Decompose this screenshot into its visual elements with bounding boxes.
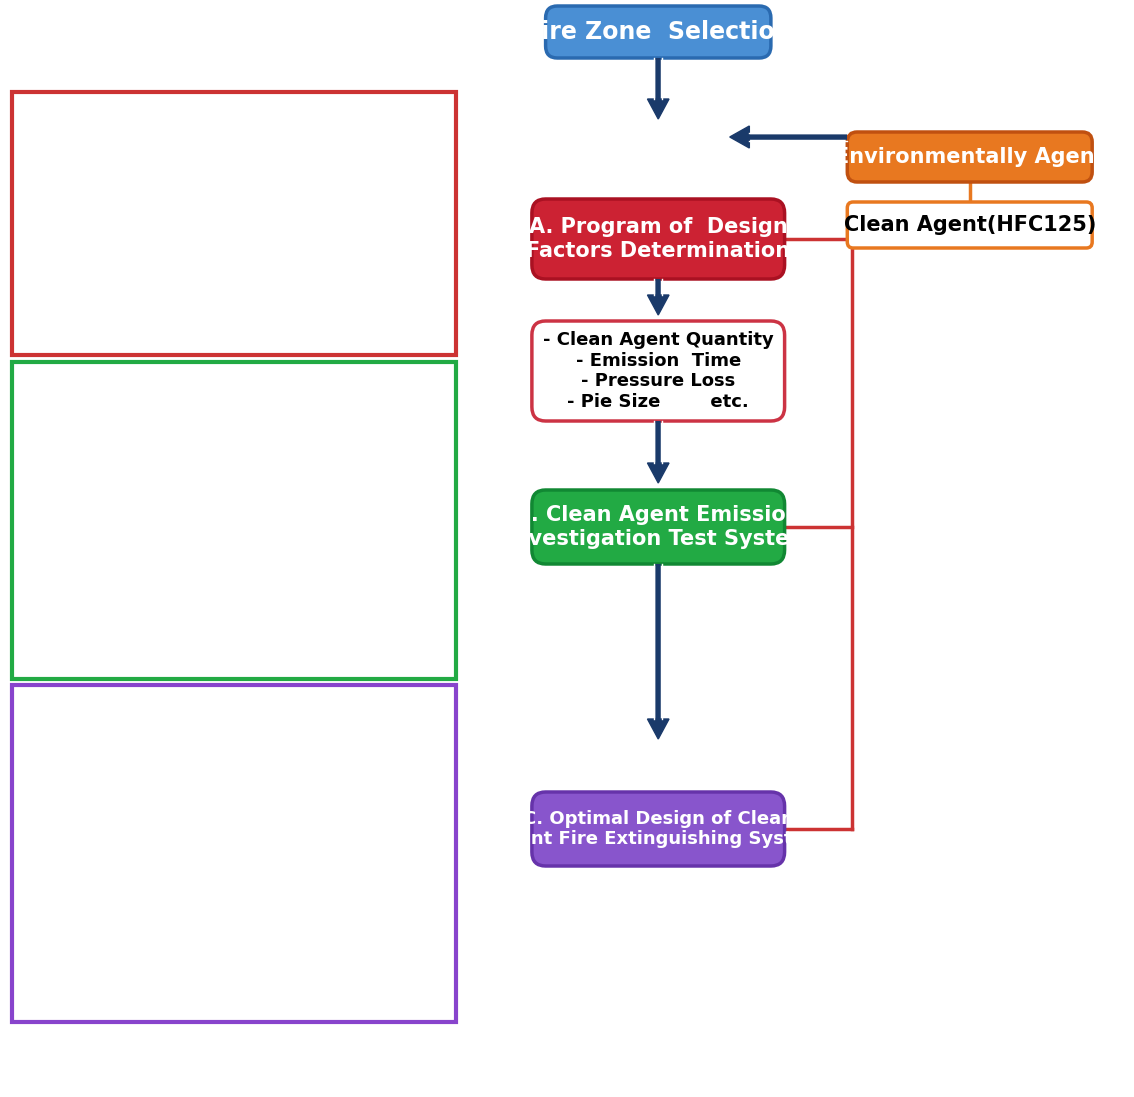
FancyBboxPatch shape [532, 792, 785, 866]
Text: C. Optimal Design of Clean
Agent Fire Extinguishing System: C. Optimal Design of Clean Agent Fire Ex… [492, 810, 824, 848]
Polygon shape [648, 463, 669, 483]
FancyBboxPatch shape [847, 132, 1092, 182]
Polygon shape [648, 99, 669, 118]
Polygon shape [648, 295, 669, 315]
Text: A. Program of  Design
Factors Determination: A. Program of Design Factors Determinati… [526, 217, 790, 261]
FancyBboxPatch shape [545, 5, 771, 58]
Polygon shape [648, 719, 669, 739]
Bar [11, 92, 457, 355]
Text: Environmentally Agent: Environmentally Agent [835, 147, 1105, 167]
FancyBboxPatch shape [847, 202, 1092, 248]
Text: Fire Zone  Selection: Fire Zone Selection [525, 20, 792, 44]
FancyBboxPatch shape [532, 199, 785, 279]
Text: Clean Agent(HFC125): Clean Agent(HFC125) [844, 215, 1095, 235]
Text: - Clean Agent Quantity
- Emission  Time
- Pressure Loss
- Pie Size        etc.: - Clean Agent Quantity - Emission Time -… [543, 331, 773, 411]
FancyBboxPatch shape [532, 321, 785, 421]
FancyBboxPatch shape [532, 490, 785, 564]
Bar [11, 362, 457, 679]
Bar [11, 685, 457, 1022]
Text: B. Clean Agent Emission
Investigation Test System: B. Clean Agent Emission Investigation Te… [506, 506, 811, 548]
Polygon shape [730, 126, 750, 148]
